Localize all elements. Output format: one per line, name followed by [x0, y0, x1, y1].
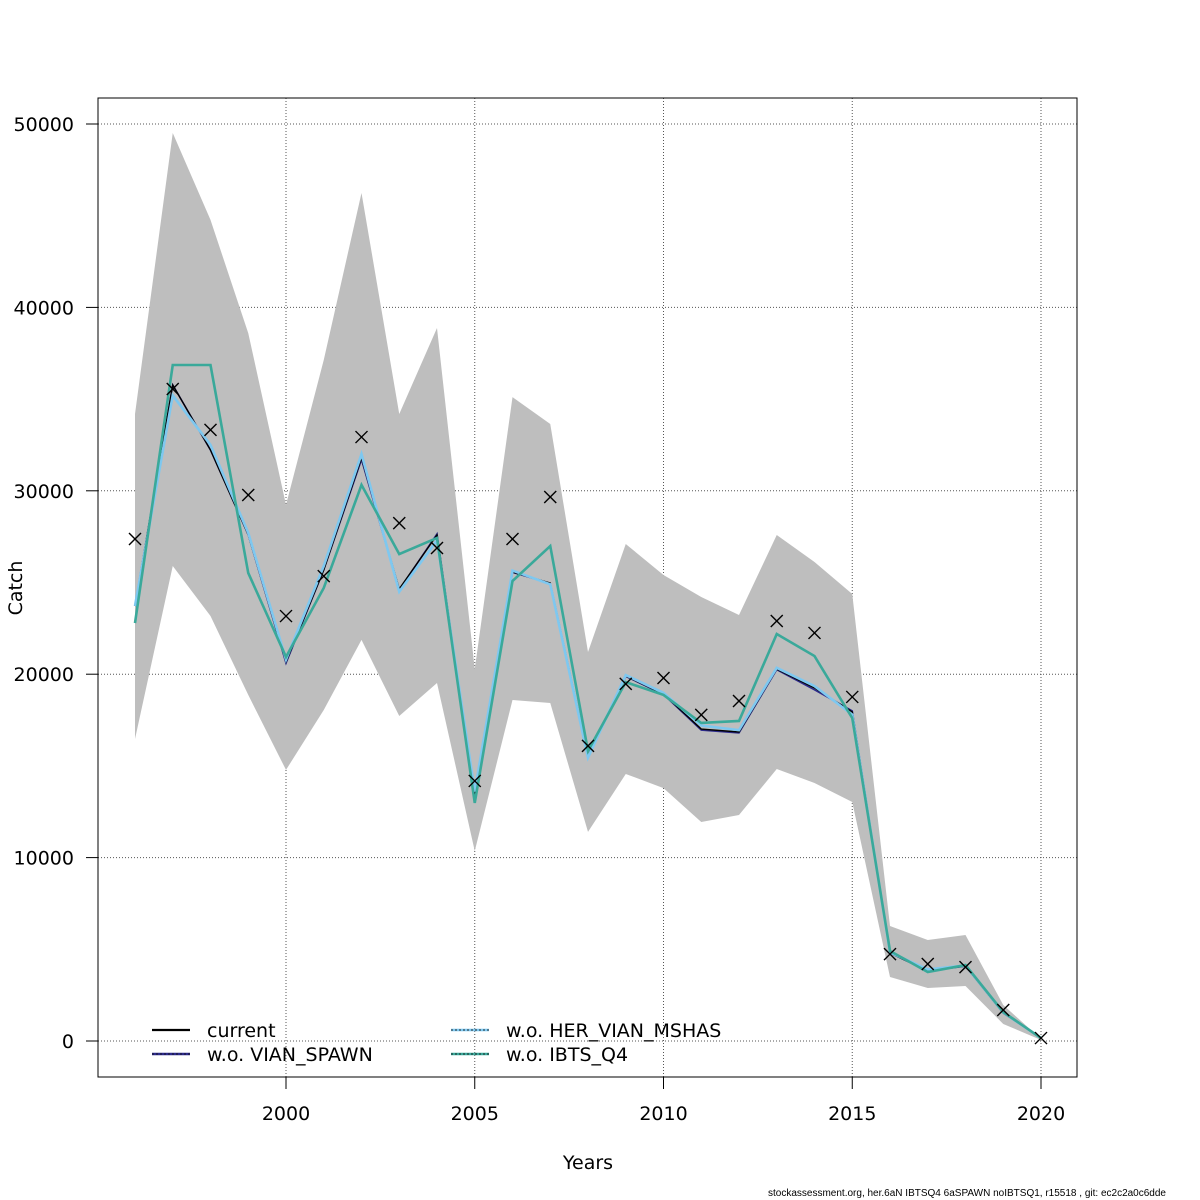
observation-marker [808, 626, 821, 640]
legend-label: current [207, 1020, 276, 1042]
observation-marker-stroke [694, 708, 708, 722]
legend-item-current: current [152, 1020, 276, 1042]
observation-marker-stroke [770, 614, 784, 628]
observation-marker-stroke [1034, 1031, 1048, 1045]
observation-marker [770, 614, 784, 628]
observation-marker [883, 947, 897, 961]
observation-marker-stroke [430, 541, 444, 555]
x-tick-label: 2000 [262, 1103, 310, 1125]
observation-marker [506, 532, 519, 546]
observation-marker [694, 708, 708, 722]
footer-credit: stockassessment.org, her.6aN IBTSQ4 6aSP… [768, 1188, 1166, 1199]
observation-marker-stroke [808, 626, 821, 640]
observation-marker-stroke [355, 430, 368, 444]
plot-frame [97, 97, 1078, 1078]
confidence-band-layer [135, 132, 1041, 1040]
y-tick-label: 40000 [14, 297, 74, 319]
observation-marker [430, 541, 444, 555]
observation-marker [166, 382, 180, 396]
observation-marker [279, 609, 293, 623]
observation-marker-stroke [204, 423, 217, 437]
y-tick-label: 10000 [14, 848, 74, 870]
legend-item-w-o-ibts-q4: w.o. IBTS_Q4 [451, 1044, 628, 1066]
observation-marker-stroke [166, 382, 180, 396]
x-tick-label: 2020 [1017, 1103, 1065, 1125]
observation-marker-stroke [392, 516, 406, 530]
legend-item-w-o-her-vian-mshas: w.o. HER_VIAN_MSHAS [451, 1020, 721, 1042]
observation-marker [543, 490, 557, 504]
x-axis: 2000 2005 2010 2015 2020 [262, 1077, 1065, 1125]
observation-marker-stroke [128, 532, 142, 546]
observation-marker-stroke [921, 957, 935, 971]
observations-layer [128, 382, 1048, 1045]
x-tick-label: 2005 [451, 1103, 499, 1125]
observation-marker [392, 516, 406, 530]
series-layer [133, 363, 1042, 1040]
confidence-band [135, 132, 1041, 1040]
observation-marker [128, 532, 142, 546]
y-axis: 0 10000 20000 30000 40000 50000 [14, 114, 98, 1053]
legend-item-w-o-vian-spawn: w.o. VIAN_SPAWN [152, 1044, 373, 1066]
observation-marker-stroke [732, 694, 746, 708]
observation-marker-stroke [845, 690, 859, 704]
y-tick-label: 20000 [14, 664, 74, 686]
observation-marker [959, 960, 972, 974]
observation-marker [468, 774, 482, 788]
observation-marker-stroke [959, 960, 972, 974]
y-tick-label: 0 [62, 1031, 74, 1053]
observation-marker [619, 677, 633, 691]
series-line-w-o-ibts-q4 [133, 363, 1042, 1040]
observation-marker [732, 694, 746, 708]
observation-marker [317, 569, 331, 583]
observation-marker [1034, 1031, 1048, 1045]
observation-marker [241, 488, 255, 502]
observation-marker-stroke [241, 488, 255, 502]
y-tick-label: 50000 [14, 114, 74, 136]
observation-marker-stroke [317, 569, 331, 583]
observation-marker [355, 430, 368, 444]
observation-marker-stroke [883, 947, 897, 961]
observation-marker [657, 671, 670, 685]
observation-marker-stroke [581, 739, 595, 753]
observation-marker-stroke [657, 671, 670, 685]
legend-label: w.o. VIAN_SPAWN [207, 1044, 373, 1066]
legend-label: w.o. IBTS_Q4 [506, 1044, 628, 1066]
legend-label: w.o. HER_VIAN_MSHAS [506, 1020, 721, 1042]
observation-marker [581, 739, 595, 753]
x-axis-title: Years [562, 1152, 613, 1174]
x-tick-label: 2010 [639, 1103, 687, 1125]
observation-marker-stroke [279, 609, 293, 623]
observation-marker-stroke [468, 774, 482, 788]
y-tick-label: 30000 [14, 481, 74, 503]
observation-marker [921, 957, 935, 971]
observation-marker [204, 423, 217, 437]
observation-marker-stroke [543, 490, 557, 504]
observation-marker [845, 690, 859, 704]
observation-marker-stroke [996, 1003, 1010, 1017]
x-tick-label: 2015 [828, 1103, 876, 1125]
observation-marker-stroke [506, 532, 519, 546]
observation-marker-stroke [619, 677, 633, 691]
observation-marker [996, 1003, 1010, 1017]
y-axis-title: Catch [5, 561, 27, 616]
